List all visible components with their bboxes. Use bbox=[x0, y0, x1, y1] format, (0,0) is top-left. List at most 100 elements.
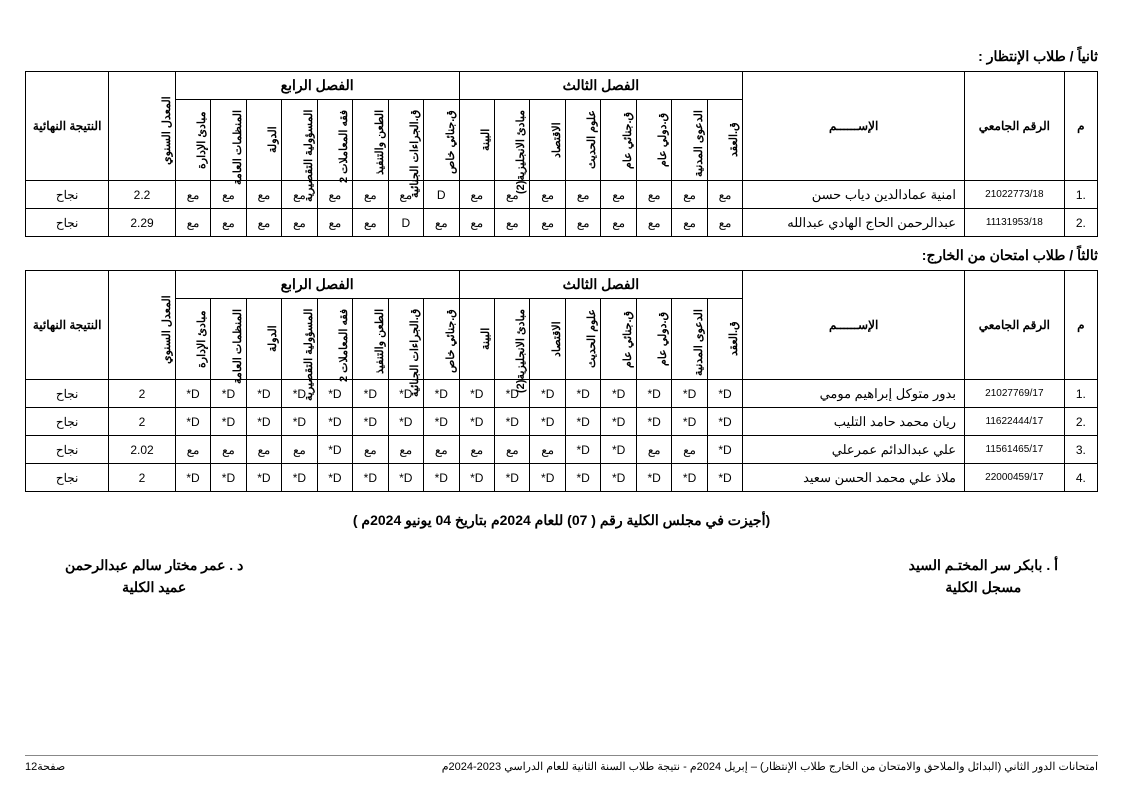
sig-name: أ . بابكر سر المختـم السيد bbox=[909, 554, 1058, 576]
cell: 22000459/17 bbox=[964, 464, 1064, 492]
grade-cell: مع bbox=[636, 436, 671, 464]
grade-cell: D* bbox=[530, 408, 565, 436]
grade-cell: D* bbox=[707, 380, 742, 408]
cell: عبدالرحمن الحاج الهادي عبدالله bbox=[743, 209, 965, 237]
grade-cell: D* bbox=[565, 436, 600, 464]
cell: 2.29 bbox=[109, 209, 176, 237]
grade-cell: D* bbox=[317, 436, 352, 464]
th-subj: ق.العقد bbox=[707, 299, 742, 380]
cell: 2.02 bbox=[109, 436, 176, 464]
grade-cell: مع bbox=[353, 209, 388, 237]
th-id: الرقم الجامعي bbox=[964, 72, 1064, 181]
th-subj: ق.دولي عام bbox=[636, 299, 671, 380]
th-subj: المسؤولية التقصيرية bbox=[282, 299, 317, 380]
sig-title: عميد الكلية bbox=[65, 576, 243, 598]
th-sem4: الفصل الرابع bbox=[175, 72, 459, 100]
table-row: .211622444/17ريان محمد حامد التليبD*D*D*… bbox=[26, 408, 1098, 436]
th-subj: المنظمات العامة bbox=[211, 100, 246, 181]
th-subj: ق.جنائي خاص bbox=[424, 100, 459, 181]
grade-cell: D* bbox=[495, 408, 530, 436]
cell: 2 bbox=[109, 464, 176, 492]
grade-cell: D* bbox=[317, 464, 352, 492]
cell: .3 bbox=[1064, 436, 1097, 464]
table-external: م الرقم الجامعي الإســــــم الفصل الثالث… bbox=[25, 270, 1098, 492]
grade-cell: مع bbox=[565, 209, 600, 237]
table-row: .121027769/17بدور متوكل إبراهيم موميD*D*… bbox=[26, 380, 1098, 408]
grade-cell: مع bbox=[211, 436, 246, 464]
grade-cell: مع bbox=[672, 181, 707, 209]
cell: امنية عمادالدين دياب حسن bbox=[743, 181, 965, 209]
grade-cell: D* bbox=[565, 464, 600, 492]
grade-cell: D* bbox=[459, 464, 495, 492]
th-subj: الاقتصاد bbox=[530, 299, 565, 380]
page-number: صفحة12 bbox=[25, 760, 65, 773]
th-subj: مبادئ الإدارة bbox=[175, 299, 210, 380]
grade-cell: مع bbox=[282, 209, 317, 237]
page-footer: امتحانات الدور الثاني (البدائل والملاحق … bbox=[25, 755, 1098, 773]
grade-cell: D* bbox=[672, 408, 707, 436]
grade-cell: مع bbox=[636, 209, 671, 237]
grade-cell: مع bbox=[246, 209, 281, 237]
grade-cell: D* bbox=[388, 464, 423, 492]
table-row: .311561465/17علي عبدالدائم عمرعليD*معمعD… bbox=[26, 436, 1098, 464]
grade-cell: مع bbox=[601, 181, 636, 209]
th-name: الإســــــم bbox=[743, 271, 965, 380]
grade-cell: مع bbox=[601, 209, 636, 237]
cell: 11561465/17 bbox=[964, 436, 1064, 464]
grade-cell: D* bbox=[424, 380, 459, 408]
th-subj: الطعن والتنفيذ bbox=[353, 299, 388, 380]
grade-cell: مع bbox=[317, 181, 352, 209]
th-sem3: الفصل الثالث bbox=[459, 271, 743, 299]
th-subj: البينة bbox=[459, 299, 495, 380]
grade-cell: مع bbox=[459, 181, 495, 209]
grade-cell: مع bbox=[424, 436, 459, 464]
table-waiting: م الرقم الجامعي الإســــــم الفصل الثالث… bbox=[25, 71, 1098, 237]
grade-cell: مع bbox=[353, 436, 388, 464]
cell: .1 bbox=[1064, 380, 1097, 408]
th-subj: ق.جنائي عام bbox=[601, 299, 636, 380]
table-row: .422000459/17ملاذ علي محمد الحسن سعيدD*D… bbox=[26, 464, 1098, 492]
th-subj: الدعوى المدنية bbox=[672, 299, 707, 380]
th-subj: ق.جنائي خاص bbox=[424, 299, 459, 380]
grade-cell: مع bbox=[246, 181, 281, 209]
grade-cell: D* bbox=[530, 464, 565, 492]
th-subj: الدعوى المدنية bbox=[672, 100, 707, 181]
cell: .2 bbox=[1064, 408, 1097, 436]
grade-cell: D* bbox=[246, 408, 281, 436]
grade-cell: D* bbox=[388, 408, 423, 436]
grade-cell: D* bbox=[175, 408, 210, 436]
cell: نجاح bbox=[26, 464, 109, 492]
grade-cell: D* bbox=[353, 408, 388, 436]
grade-cell: D bbox=[424, 181, 459, 209]
table-row: .211131953/18عبدالرحمن الحاج الهادي عبدا… bbox=[26, 209, 1098, 237]
cell: 2.2 bbox=[109, 181, 176, 209]
table-row: .121022773/18امنية عمادالدين دياب حسنمعم… bbox=[26, 181, 1098, 209]
cell: 2 bbox=[109, 408, 176, 436]
cell: .2 bbox=[1064, 209, 1097, 237]
grade-cell: D* bbox=[707, 464, 742, 492]
th-subj: المسؤولية التقصيرية bbox=[282, 100, 317, 181]
cell: بدور متوكل إبراهيم مومي bbox=[743, 380, 965, 408]
th-id: الرقم الجامعي bbox=[964, 271, 1064, 380]
grade-cell: D* bbox=[459, 380, 495, 408]
grade-cell: مع bbox=[424, 209, 459, 237]
grade-cell: D* bbox=[672, 464, 707, 492]
cell: علي عبدالدائم عمرعلي bbox=[743, 436, 965, 464]
signature-registrar: أ . بابكر سر المختـم السيد مسجل الكلية bbox=[909, 554, 1058, 599]
grade-cell: مع bbox=[459, 436, 495, 464]
cell: نجاح bbox=[26, 181, 109, 209]
th-subj: فقه المعاملات 2 bbox=[317, 100, 352, 181]
footer-text: امتحانات الدور الثاني (البدائل والملاحق … bbox=[442, 760, 1098, 773]
section-title-waiting: ثانياً / طلاب الإنتظار : bbox=[25, 48, 1098, 65]
section-title-external: ثالثاً / طلاب امتحان من الخارج: bbox=[25, 247, 1098, 264]
grade-cell: مع bbox=[495, 209, 530, 237]
grade-cell: مع bbox=[672, 436, 707, 464]
th-m: م bbox=[1064, 271, 1097, 380]
grade-cell: D* bbox=[353, 464, 388, 492]
grade-cell: مع bbox=[175, 209, 210, 237]
grade-cell: D* bbox=[211, 464, 246, 492]
cell: ملاذ علي محمد الحسن سعيد bbox=[743, 464, 965, 492]
th-subj: الطعن والتنفيذ bbox=[353, 100, 388, 181]
th-result: النتيجة النهائية bbox=[26, 72, 109, 181]
grade-cell: D* bbox=[424, 408, 459, 436]
